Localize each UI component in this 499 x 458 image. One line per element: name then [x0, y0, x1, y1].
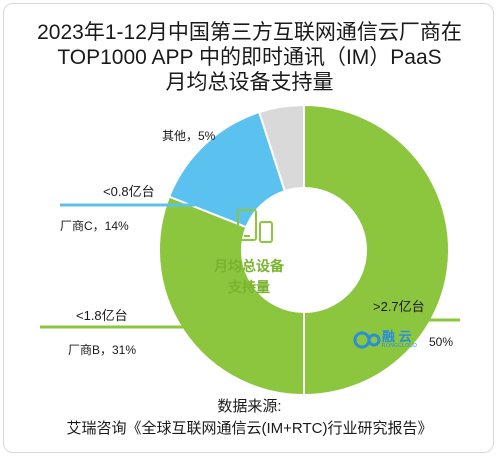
center-label-line-1: 月均总设备	[214, 258, 284, 274]
rongcloud-logo-icon	[353, 331, 381, 349]
slice-label-rongcloud: 50%	[429, 335, 454, 349]
range-label-vendor-b: <1.8亿台	[76, 308, 128, 323]
title-line-3: 月均总设备支持量	[165, 71, 334, 94]
slice-label-vendor-c: 厂商C，14%	[60, 219, 129, 233]
source-text: 艾瑞咨询《全球互联网通信云(IM+RTC)行业研究报告》	[66, 420, 433, 437]
mobile-devices-icon	[237, 209, 273, 243]
rongcloud-logo-text: 融 云	[382, 329, 412, 344]
title-line-2: TOP1000 APP 中的即时通讯（IM）PaaS	[57, 46, 442, 69]
range-label-vendor-c: <0.8亿台	[103, 184, 155, 199]
center-label-line-2: 支持量	[228, 279, 270, 295]
range-label-rongcloud: >2.7亿台	[373, 299, 425, 314]
chart-frame	[3, 3, 494, 453]
rongcloud-logo-sub: RONGCLOUD	[382, 343, 418, 349]
title-line-1: 2023年1-12月中国第三方互联网通信云厂商在	[37, 21, 462, 44]
donut-center	[242, 188, 366, 312]
slice-label-vendor-b: 厂商B，31%	[68, 343, 137, 357]
slice-label-others: 其他，5%	[162, 129, 216, 143]
chart-title: 2023年1-12月中国第三方互联网通信云厂商在 TOP1000 APP 中的即…	[0, 20, 499, 95]
source-label: 数据来源:	[217, 398, 282, 415]
